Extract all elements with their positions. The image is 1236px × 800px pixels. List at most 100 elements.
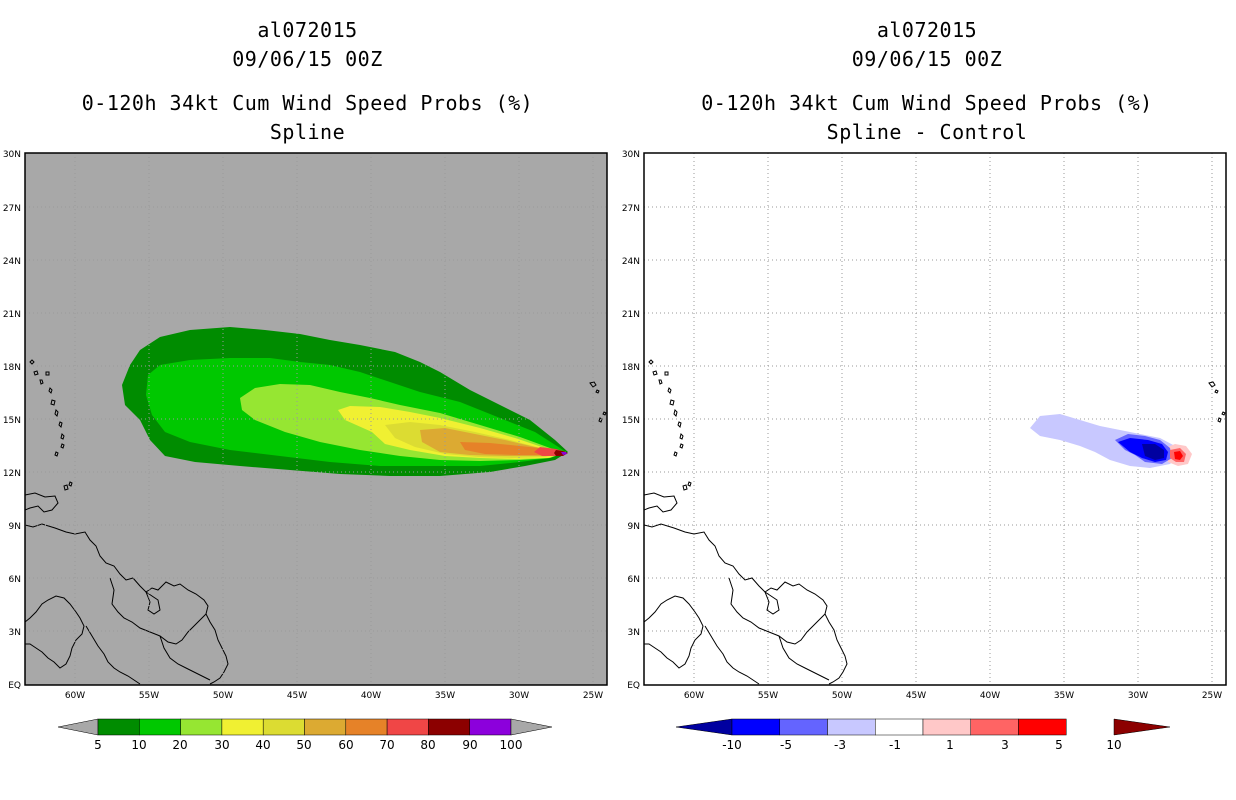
colorbar-cell bbox=[221, 718, 264, 736]
lat-label: 24N bbox=[3, 257, 21, 267]
lon-label: 50W bbox=[832, 691, 852, 701]
colorbar-cell bbox=[875, 718, 924, 736]
lat-label: 6N bbox=[628, 575, 640, 585]
colorbar-extend-low bbox=[57, 718, 99, 736]
colorbar-cell bbox=[428, 718, 470, 736]
colorbar-label: 10 bbox=[131, 738, 146, 752]
lat-label: 27N bbox=[622, 204, 640, 214]
colorbar-label: 5 bbox=[94, 738, 102, 752]
lat-label: 9N bbox=[9, 522, 21, 532]
diff-contour-pos10 bbox=[1174, 451, 1183, 460]
colorbar-cell bbox=[779, 718, 828, 736]
lon-label: 35W bbox=[1054, 691, 1074, 701]
lon-label: 45W bbox=[906, 691, 926, 701]
lon-label: 60W bbox=[684, 691, 704, 701]
colorbar-extend-high bbox=[1113, 718, 1171, 736]
colorbar-cell bbox=[386, 718, 429, 736]
colorbar-label: 50 bbox=[296, 738, 311, 752]
colorbar-extend-low bbox=[675, 718, 733, 736]
right-map-frame bbox=[643, 152, 1227, 686]
lat-label: 12N bbox=[3, 469, 21, 479]
right-product-title: 0-120h 34kt Cum Wind Speed Probs (%) bbox=[701, 91, 1153, 115]
colorbar-label: 40 bbox=[255, 738, 270, 752]
lat-label: 18N bbox=[622, 363, 640, 373]
colorbar-cell bbox=[469, 718, 512, 736]
lon-label: 35W bbox=[435, 691, 455, 701]
left-lat-labels: EQ 3N 6N 9N 12N 15N 18N 21N 24N 27N 30N bbox=[3, 150, 21, 691]
lon-label: 40W bbox=[361, 691, 381, 701]
colorbar-label: 70 bbox=[379, 738, 394, 752]
lon-label: 45W bbox=[287, 691, 307, 701]
lat-label: 24N bbox=[622, 257, 640, 267]
lat-label: 15N bbox=[3, 416, 21, 426]
lat-label: 3N bbox=[628, 628, 640, 638]
prob-contour-90 bbox=[561, 452, 567, 455]
left-map-frame bbox=[24, 152, 608, 686]
colorbar-cell bbox=[304, 718, 347, 736]
lat-label: 9N bbox=[628, 522, 640, 532]
colorbar-label: -10 bbox=[722, 738, 742, 752]
colorbar-label: 90 bbox=[462, 738, 477, 752]
colorbar-cell bbox=[97, 718, 140, 736]
colorbar-cell bbox=[922, 718, 971, 736]
lat-label: 12N bbox=[622, 469, 640, 479]
lat-label: 30N bbox=[622, 150, 640, 160]
colorbar-label: 20 bbox=[172, 738, 187, 752]
right-colorbar-labels: -10 -5 -3 -1 1 3 5 10 bbox=[722, 738, 1121, 752]
colorbar-cell bbox=[139, 718, 181, 736]
right-difference-field bbox=[644, 359, 1226, 685]
right-colorbar: -10 -5 -3 -1 1 3 5 10 bbox=[675, 718, 1171, 752]
colorbar-cell bbox=[970, 718, 1019, 736]
lon-label: 55W bbox=[139, 691, 159, 701]
colorbar-cell bbox=[262, 718, 305, 736]
lat-label: 27N bbox=[3, 204, 21, 214]
lon-label: 40W bbox=[980, 691, 1000, 701]
left-datetime: 09/06/15 00Z bbox=[232, 47, 383, 71]
colorbar-cell bbox=[731, 718, 780, 736]
right-map-panel: EQ 3N 6N 9N 12N 15N 18N 21N 24N 27N 30N … bbox=[622, 150, 1227, 752]
right-storm-id: al072015 bbox=[876, 18, 978, 42]
colorbar-cell bbox=[345, 718, 388, 736]
lon-label: 55W bbox=[758, 691, 778, 701]
right-datetime: 09/06/15 00Z bbox=[851, 47, 1003, 71]
right-lat-labels: EQ 3N 6N 9N 12N 15N 18N 21N 24N 27N 30N bbox=[622, 150, 640, 691]
lat-label: 21N bbox=[622, 310, 640, 320]
colorbar-label: -5 bbox=[780, 738, 792, 752]
lon-label: 25W bbox=[1202, 691, 1222, 701]
lat-label: 6N bbox=[9, 575, 21, 585]
right-method-title: Spline - Control bbox=[826, 120, 1028, 144]
colorbar-label: 1 bbox=[946, 738, 954, 752]
colorbar-label: -1 bbox=[889, 738, 901, 752]
colorbar-label: 80 bbox=[420, 738, 435, 752]
left-lon-labels: 60W 55W 50W 45W 40W 35W 30W 25W bbox=[65, 691, 603, 701]
lat-label: 15N bbox=[622, 416, 640, 426]
lat-label: 3N bbox=[9, 628, 21, 638]
lat-label: EQ bbox=[627, 681, 640, 691]
left-colorbar-labels: 5 10 20 30 40 50 60 70 80 90 100 bbox=[94, 738, 522, 752]
lon-label: 25W bbox=[583, 691, 603, 701]
lon-label: 60W bbox=[65, 691, 85, 701]
lat-label: EQ bbox=[8, 681, 21, 691]
lat-label: 21N bbox=[3, 310, 21, 320]
diff-contour-neg10 bbox=[1142, 444, 1164, 460]
lon-label: 50W bbox=[213, 691, 233, 701]
colorbar-label: -3 bbox=[834, 738, 846, 752]
colorbar-label: 10 bbox=[1106, 738, 1121, 752]
left-product-title: 0-120h 34kt Cum Wind Speed Probs (%) bbox=[81, 91, 534, 115]
left-storm-id: al072015 bbox=[257, 18, 358, 42]
colorbar-label: 100 bbox=[500, 738, 523, 752]
colorbar-cell bbox=[827, 718, 876, 736]
left-map-panel: EQ 3N 6N 9N 12N 15N 18N 21N 24N 27N 30N … bbox=[3, 150, 608, 752]
lat-label: 18N bbox=[3, 363, 21, 373]
colorbar-cell bbox=[1018, 718, 1067, 736]
colorbar-label: 3 bbox=[1001, 738, 1009, 752]
colorbar-label: 5 bbox=[1055, 738, 1063, 752]
lon-label: 30W bbox=[509, 691, 529, 701]
right-lon-labels: 60W 55W 50W 45W 40W 35W 30W 25W bbox=[684, 691, 1222, 701]
colorbar-extend-high bbox=[510, 718, 553, 736]
left-probability-field bbox=[25, 327, 607, 685]
left-colorbar: 5 10 20 30 40 50 60 70 80 90 100 bbox=[57, 718, 553, 752]
colorbar-cell bbox=[180, 718, 223, 736]
colorbar-label: 30 bbox=[214, 738, 229, 752]
lat-label: 30N bbox=[3, 150, 21, 160]
